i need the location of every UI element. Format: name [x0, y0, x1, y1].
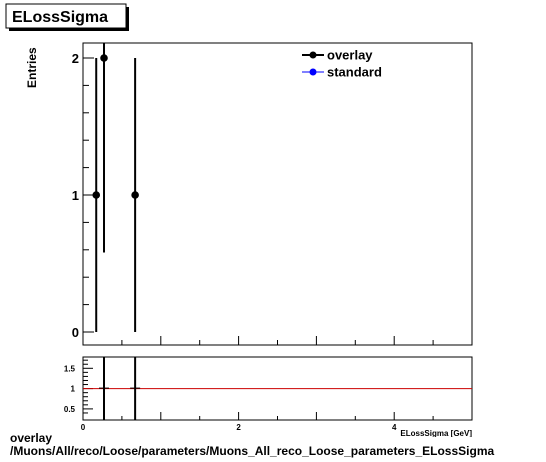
ratio-y-tick-label: 1 [71, 385, 76, 394]
x-tick-label: 4 [392, 423, 397, 432]
x-tick-label: 2 [236, 423, 241, 432]
ratio-y-tick-label: 0.5 [64, 405, 76, 414]
y-tick-label: 2 [72, 51, 79, 66]
legend-label-overlay: overlay [327, 48, 373, 63]
data-point-overlay [100, 54, 108, 62]
y-tick-label: 0 [72, 325, 79, 340]
caption-line-2: /Muons/All/reco/Loose/parameters/Muons_A… [10, 444, 495, 458]
caption-line-1: overlay [10, 431, 53, 445]
title-box: ELossSigma [5, 3, 129, 31]
data-point-overlay [131, 191, 139, 199]
y-axis-label: Entries [25, 47, 39, 88]
data-point-overlay [92, 191, 101, 199]
legend-marker-standard [309, 68, 317, 76]
ratio-axes: 0.5 1 1.5 0 2 4 [64, 359, 473, 432]
ratio-data [83, 357, 472, 420]
ratio-y-tick-label: 1.5 [64, 364, 76, 373]
x-axis-label: ELossSigma [GeV] [400, 429, 472, 438]
main-plot-frame [82, 42, 473, 346]
legend: overlay standard [302, 48, 382, 80]
caption-backdrop [380, 437, 546, 462]
caption: overlay /Muons/All/reco/Loose/parameters… [10, 432, 494, 458]
chart-title: ELossSigma [12, 9, 108, 26]
main-axes: 0 1 2 [72, 42, 473, 345]
x-tick-label: 0 [81, 423, 86, 432]
main-data [92, 43, 139, 332]
legend-label-standard: standard [327, 65, 382, 80]
y-tick-label: 1 [72, 188, 79, 203]
legend-marker-overlay [309, 51, 317, 59]
